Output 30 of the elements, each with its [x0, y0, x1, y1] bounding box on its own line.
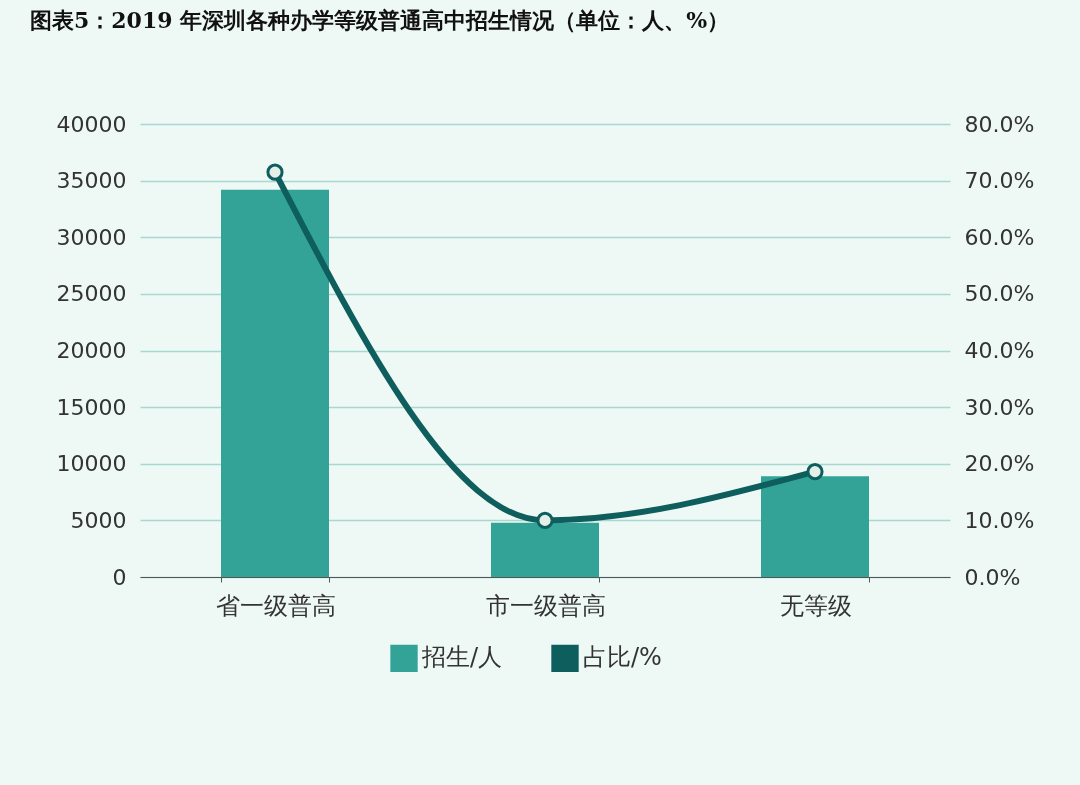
y-tick-label: 15000	[56, 394, 127, 420]
y2-tick-label: 40.0%	[964, 338, 1035, 363]
bar	[221, 189, 329, 577]
chart-title: 图表5：2019 年深圳各种办学等级普通高中招生情况（单位：人、%）	[30, 7, 730, 33]
y-tick-label: 40000	[56, 111, 127, 137]
x-tick-label: 市一级普高	[485, 591, 606, 620]
y-tick-label: 30000	[56, 224, 127, 250]
y-tick-label: 35000	[56, 168, 127, 194]
y-tick-label: 20000	[56, 338, 127, 363]
y-tick-label: 25000	[56, 281, 127, 307]
y2-tick-label: 80.0%	[964, 111, 1035, 137]
y-tick-label: 10000	[56, 451, 127, 477]
y2-tick-label: 70.0%	[964, 168, 1035, 194]
y2-tick-label: 10.0%	[964, 507, 1035, 533]
legend-label: 占比/%	[583, 643, 662, 672]
y2-tick-label: 30.0%	[964, 394, 1035, 420]
x-tick-label: 无等级	[779, 591, 852, 620]
y-tick-label: 0	[112, 564, 127, 590]
bar	[491, 522, 599, 577]
y2-tick-label: 20.0%	[964, 451, 1035, 477]
y2-tick-label: 60.0%	[964, 224, 1035, 250]
bar	[761, 476, 869, 577]
x-tick-label: 省一级普高	[215, 591, 336, 620]
legend-label: 招生/人	[421, 643, 503, 672]
point	[266, 163, 284, 181]
point	[806, 463, 824, 481]
point	[536, 511, 554, 529]
y2-tick-label: 50.0%	[964, 281, 1035, 307]
y-tick-label: 5000	[70, 507, 127, 533]
y2-tick-label: 0.0%	[964, 564, 1021, 590]
